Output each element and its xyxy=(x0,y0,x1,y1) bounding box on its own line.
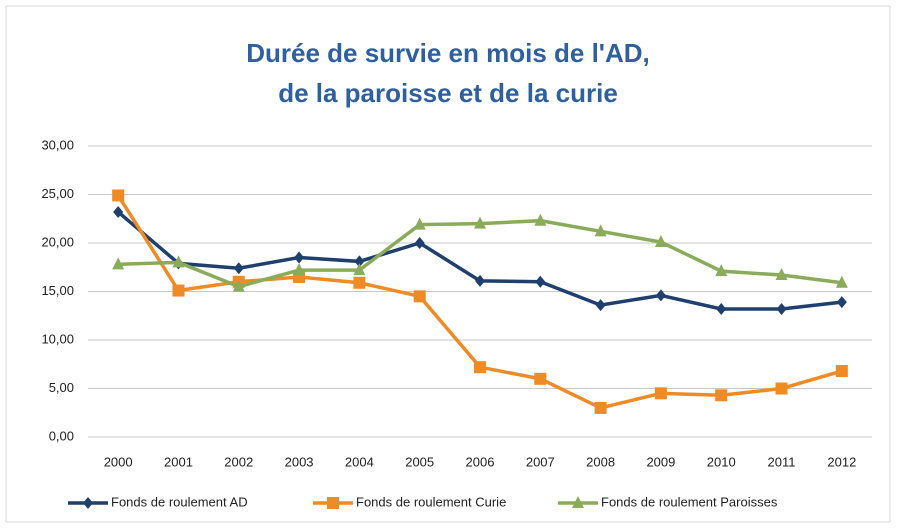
legend-label: Fonds de roulement AD xyxy=(111,494,248,509)
x-tick-label: 2000 xyxy=(104,454,133,469)
x-tick-label: 2006 xyxy=(466,454,495,469)
x-tick-label: 2002 xyxy=(224,454,253,469)
marker xyxy=(294,251,305,264)
x-tick-label: 2004 xyxy=(345,454,374,469)
marker xyxy=(835,275,848,288)
marker xyxy=(233,262,244,275)
x-tick-label: 2009 xyxy=(646,454,675,469)
chart-title: Durée de survie en mois de l'AD, xyxy=(246,38,650,68)
x-tick-label: 2007 xyxy=(526,454,555,469)
marker xyxy=(414,237,425,249)
marker xyxy=(534,213,547,226)
marker xyxy=(112,257,125,270)
marker xyxy=(655,289,666,302)
marker xyxy=(715,389,728,402)
marker xyxy=(534,372,547,385)
y-tick-label: 25,00 xyxy=(41,186,74,201)
marker xyxy=(354,255,365,268)
marker xyxy=(112,189,125,202)
chart-title: de la paroisse et de la curie xyxy=(278,78,618,108)
marker xyxy=(836,296,847,309)
marker xyxy=(775,382,788,395)
x-tick-label: 2012 xyxy=(827,454,856,469)
marker xyxy=(353,276,366,289)
y-tick-label: 20,00 xyxy=(41,234,74,249)
marker xyxy=(83,497,93,509)
marker xyxy=(413,290,426,303)
legend-label: Fonds de roulement Curie xyxy=(356,494,506,509)
x-tick-label: 2011 xyxy=(768,454,796,469)
x-tick-label: 2008 xyxy=(586,454,615,469)
marker xyxy=(353,263,366,276)
marker xyxy=(172,284,185,297)
marker xyxy=(293,263,306,276)
marker xyxy=(654,387,667,400)
marker xyxy=(474,216,486,229)
y-tick-label: 15,00 xyxy=(41,283,74,298)
marker xyxy=(113,205,124,218)
marker xyxy=(172,255,185,268)
marker xyxy=(654,235,667,248)
marker xyxy=(475,274,485,287)
y-tick-label: 0,00 xyxy=(49,428,74,443)
marker xyxy=(413,217,426,230)
marker xyxy=(776,302,787,315)
marker xyxy=(835,365,848,378)
marker xyxy=(232,279,245,292)
x-tick-label: 2003 xyxy=(285,454,314,469)
y-tick-label: 5,00 xyxy=(49,380,74,395)
marker xyxy=(595,299,606,312)
x-tick-label: 2010 xyxy=(707,454,736,469)
marker xyxy=(535,275,546,288)
y-tick-label: 10,00 xyxy=(41,331,74,346)
marker xyxy=(594,224,607,237)
marker xyxy=(327,497,339,509)
legend-label: Fonds de roulement Paroisses xyxy=(601,494,778,509)
marker xyxy=(572,496,584,508)
x-tick-label: 2005 xyxy=(405,454,434,469)
marker xyxy=(715,264,728,277)
y-tick-label: 30,00 xyxy=(41,137,74,152)
x-tick-label: 2001 xyxy=(164,454,193,469)
marker xyxy=(775,268,788,281)
marker xyxy=(594,401,607,414)
marker xyxy=(474,361,486,374)
marker xyxy=(716,302,727,315)
